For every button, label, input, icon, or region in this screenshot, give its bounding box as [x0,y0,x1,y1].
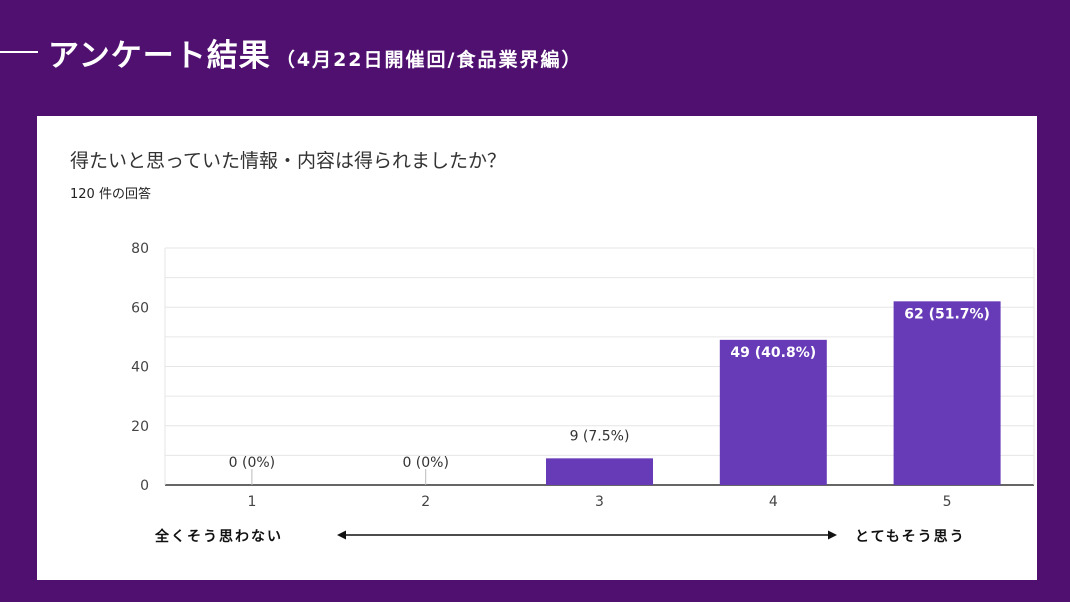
double-arrow-icon [337,530,837,540]
data-label: 62 (51.7%) [904,306,990,322]
chart-grid [164,247,1035,486]
response-count: 120 件の回答 [70,187,151,202]
scale-left-label: 全くそう思わない [155,529,283,545]
x-tick-label: 5 [943,494,952,510]
bar [546,458,653,485]
data-labels: 0 (0%) 0 (0%) 9 (7.5%) 49 (40.8%) 62 (51.7%) [229,306,990,471]
page-title: アンケート結果 [48,38,271,74]
scale-right-label: とてもそう思う [855,529,966,545]
survey-card: 得たいと思っていた情報・内容は得られましたか？ 120 件の回答 0 20 40 60… [37,116,1037,580]
y-tick-label: 80 [131,241,149,257]
data-label: 0 (0%) [229,455,276,471]
page-subtitle: （4月22日開催回/食品業界編） [275,49,583,71]
header-rule [0,51,38,53]
question-title: 得たいと思っていた情報・内容は得られましたか？ [70,150,507,172]
bar [893,301,1001,485]
y-tick-label: 20 [131,419,149,435]
bar [719,339,827,485]
chart-bars [251,301,1001,485]
x-tick-label: 3 [595,494,604,510]
y-tick-label: 60 [131,300,149,316]
data-label: 49 (40.8%) [730,345,816,361]
bar-chart: 0 20 40 60 80 1 2 3 4 5 0 (0%) 0 (0%) 9 (7.5%) 49 (… [131,241,1035,510]
x-tick-label: 1 [247,494,256,510]
data-label: 0 (0%) [402,455,449,471]
x-tick-label: 4 [769,494,778,510]
y-axis-ticks: 0 20 40 60 80 [131,241,149,494]
y-tick-label: 0 [140,478,149,494]
x-tick-label: 2 [421,494,430,510]
x-axis-ticks: 1 2 3 4 5 [247,494,951,510]
y-tick-label: 40 [131,360,149,376]
data-label: 9 (7.5%) [570,428,630,444]
page-header: アンケート結果 （4月22日開催回/食品業界編） [48,30,582,75]
